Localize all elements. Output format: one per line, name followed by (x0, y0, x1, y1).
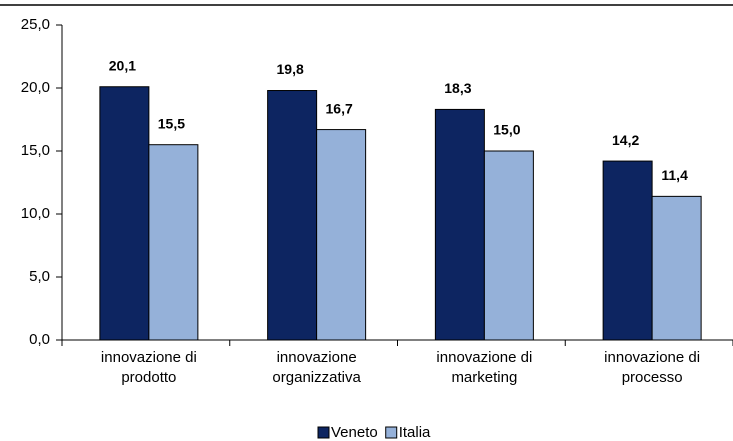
x-tick-label: innovazione organizzativa (272, 349, 361, 386)
bar (99, 86, 150, 341)
bar (651, 195, 702, 341)
legend-label: Veneto (331, 424, 378, 441)
bar (316, 129, 367, 341)
x-tick-label: innovazione di marketing (436, 349, 532, 386)
bar (148, 144, 199, 341)
value-label: 20,1 (109, 57, 136, 73)
value-label: 11,4 (661, 167, 688, 183)
legend-swatch (385, 426, 398, 439)
bar (483, 150, 534, 341)
y-tick-label: 25,0 (21, 16, 50, 33)
bar (434, 108, 485, 341)
value-label: 15,0 (493, 122, 520, 138)
x-tick-label: innovazione di processo (604, 349, 700, 386)
value-label: 16,7 (326, 100, 353, 116)
y-tick-label: 15,0 (21, 142, 50, 159)
y-tick-label: 5,0 (29, 268, 50, 285)
value-label: 14,2 (612, 132, 639, 148)
x-tick-label: innovazione di prodotto (101, 349, 197, 386)
y-tick-label: 0,0 (29, 331, 50, 348)
y-tick-label: 20,0 (21, 79, 50, 96)
value-label: 15,5 (158, 115, 185, 131)
y-tick-label: 10,0 (21, 205, 50, 222)
legend-swatch (317, 426, 330, 439)
value-label: 19,8 (277, 61, 304, 77)
value-label: 18,3 (444, 80, 471, 96)
bar (602, 160, 653, 341)
bar (267, 90, 318, 341)
legend-label: Italia (399, 424, 431, 441)
